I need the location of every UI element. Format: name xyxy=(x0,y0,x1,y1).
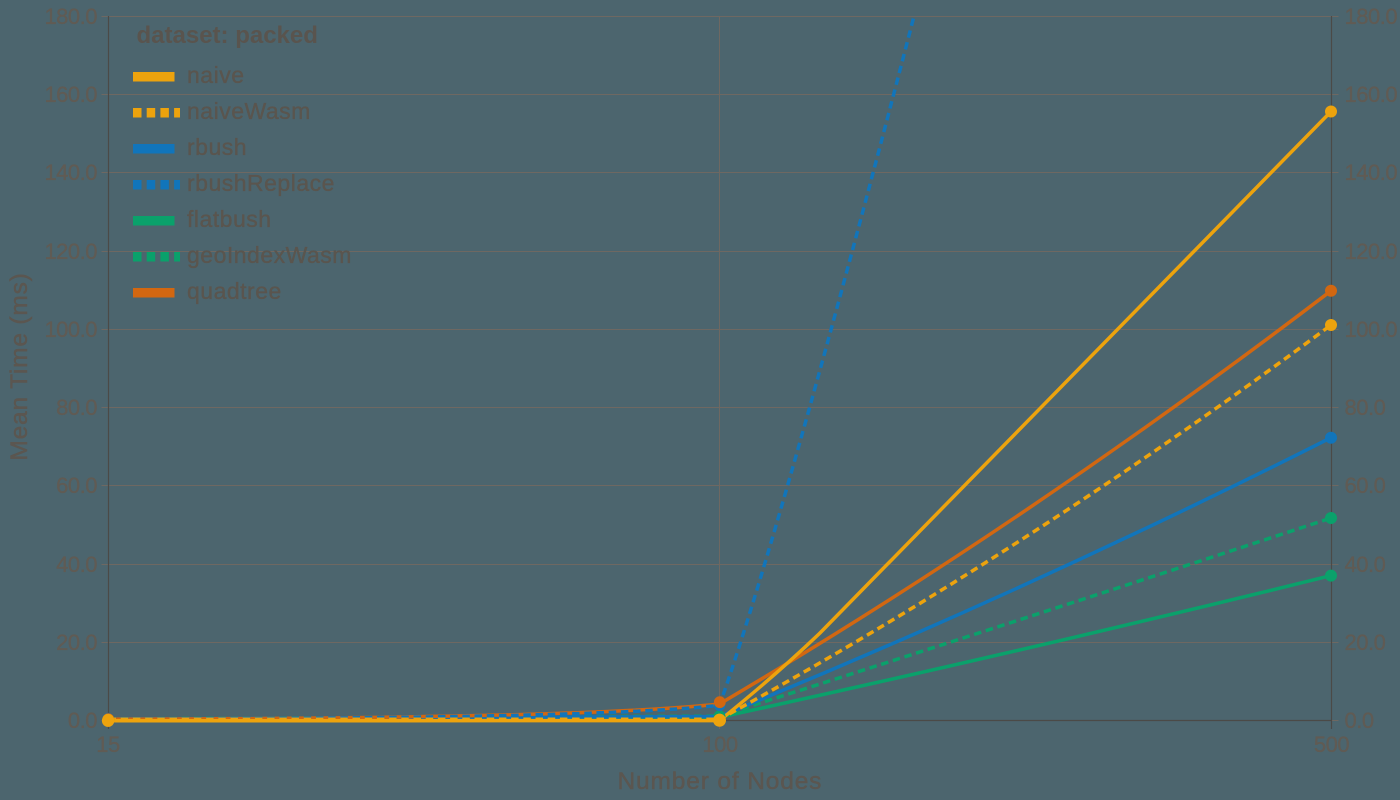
svg-text:0.0: 0.0 xyxy=(68,708,97,733)
svg-text:quadtree: quadtree xyxy=(187,278,282,304)
svg-text:160.0: 160.0 xyxy=(1345,82,1398,107)
svg-text:40.0: 40.0 xyxy=(56,552,97,577)
svg-text:180.0: 180.0 xyxy=(44,4,97,29)
svg-text:0.0: 0.0 xyxy=(1345,708,1374,733)
svg-text:60.0: 60.0 xyxy=(56,473,97,498)
svg-text:geoIndexWasm: geoIndexWasm xyxy=(187,242,352,268)
svg-text:120.0: 120.0 xyxy=(1345,239,1398,264)
svg-text:15: 15 xyxy=(96,732,120,757)
svg-text:140.0: 140.0 xyxy=(44,160,97,185)
svg-text:80.0: 80.0 xyxy=(1345,395,1386,420)
svg-text:naiveWasm: naiveWasm xyxy=(187,98,311,124)
svg-text:40.0: 40.0 xyxy=(1345,552,1386,577)
svg-text:Number of Nodes: Number of Nodes xyxy=(618,768,823,795)
svg-text:dataset: packed: dataset: packed xyxy=(137,22,318,49)
svg-text:500: 500 xyxy=(1314,732,1349,757)
svg-text:120.0: 120.0 xyxy=(44,239,97,264)
svg-text:20.0: 20.0 xyxy=(56,630,97,655)
svg-text:20.0: 20.0 xyxy=(1345,630,1386,655)
svg-text:140.0: 140.0 xyxy=(1345,160,1398,185)
svg-text:60.0: 60.0 xyxy=(1345,473,1386,498)
svg-text:80.0: 80.0 xyxy=(56,395,97,420)
svg-text:Mean Time (ms): Mean Time (ms) xyxy=(6,272,33,460)
svg-text:100: 100 xyxy=(702,732,737,757)
svg-text:180.0: 180.0 xyxy=(1345,4,1398,29)
svg-text:naive: naive xyxy=(187,62,244,88)
svg-text:rbushReplace: rbushReplace xyxy=(187,170,335,196)
svg-text:100.0: 100.0 xyxy=(1345,317,1398,342)
svg-text:100.0: 100.0 xyxy=(44,317,97,342)
svg-text:flatbush: flatbush xyxy=(187,206,272,232)
svg-text:160.0: 160.0 xyxy=(44,82,97,107)
svg-text:rbush: rbush xyxy=(187,134,247,160)
